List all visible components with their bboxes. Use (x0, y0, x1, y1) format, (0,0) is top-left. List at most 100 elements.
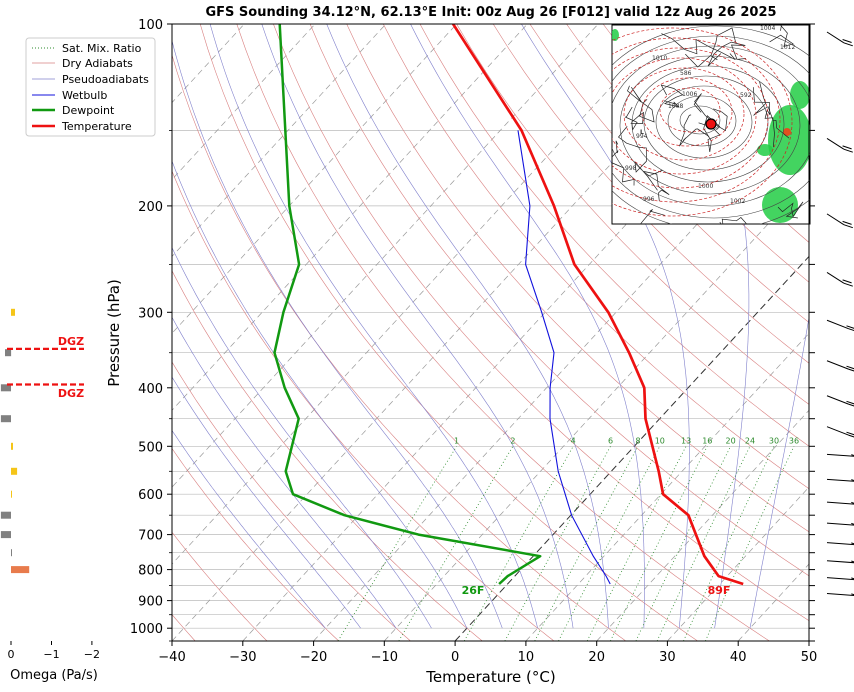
legend: Sat. Mix. Ratio Dry Adiabats Pseudoadiab… (25, 37, 156, 137)
isotherm (808, 640, 809, 641)
pseudoadiabat (749, 315, 809, 629)
map-border (719, 217, 749, 224)
map-height-contour (612, 27, 793, 217)
map-label: 586 (680, 70, 692, 77)
dry-adiabat (566, 24, 809, 283)
barb-flag (843, 224, 853, 229)
dry-adiabat (309, 24, 809, 577)
precip-area (790, 81, 810, 109)
x-tick-label: −40 (158, 650, 185, 665)
dry-adiabat (172, 447, 339, 641)
surface-temperature-label: 89F (708, 584, 731, 597)
map-isobar (612, 45, 810, 207)
wind-barb (826, 593, 854, 597)
precip-area (783, 128, 791, 136)
barb-staff (826, 360, 849, 370)
map-border (769, 25, 794, 48)
map-border (612, 140, 635, 186)
legend-item-pseudoadiabats: Pseudoadiabats (32, 73, 149, 86)
map-label: 1006 (682, 91, 697, 98)
wind-barb (826, 501, 854, 505)
x-tick-label: −30 (229, 650, 256, 665)
omega-bar (5, 349, 12, 357)
legend-label: Dry Adiabats (62, 57, 133, 70)
legend-item-dewpoint: Dewpoint (32, 104, 115, 117)
pseudoadiabat (209, 24, 538, 629)
mixing-ratio-line (463, 446, 574, 641)
wind-barbs (826, 31, 854, 597)
barb-staff (826, 395, 849, 405)
barb-staff (826, 577, 854, 581)
mixing-ratio-label: 2 (510, 436, 515, 445)
wind-barb (826, 319, 854, 332)
mixing-ratio-line (635, 446, 731, 641)
x-tick-label: −20 (300, 650, 327, 665)
map-border (679, 114, 710, 147)
location-marker (705, 118, 717, 130)
x-tick-label: 30 (659, 650, 676, 665)
omega-bar (11, 467, 18, 475)
map-label: 996 (643, 196, 655, 203)
y-tick-label: 1000 (130, 622, 163, 637)
surface-dewpoint-label: 26F (462, 584, 485, 597)
map-label: 1012 (780, 44, 795, 51)
barb-staff (826, 593, 854, 597)
dry-adiabat (383, 24, 809, 490)
map-label: 998 (625, 165, 637, 172)
barb-flag (851, 577, 854, 580)
legend-label: Pseudoadiabats (62, 73, 149, 86)
pseudoadiabat (172, 160, 468, 629)
barb-flag (843, 282, 853, 287)
barb-flag (851, 501, 854, 504)
y-tick-label: 500 (138, 440, 163, 455)
map-height-contour (612, 57, 757, 175)
dry-adiabat (172, 270, 483, 641)
legend-item-mixing-ratio: Sat. Mix. Ratio (32, 42, 142, 55)
map-label: 592 (740, 92, 752, 99)
map-border (643, 170, 670, 201)
dry-adiabat (199, 24, 698, 641)
omega-axis-label: Omega (Pa/s) (10, 668, 98, 683)
dry-adiabat (172, 170, 555, 641)
mixing-ratio-label: 1 (454, 436, 459, 445)
barb-flag (851, 522, 854, 525)
map-height-contour (612, 37, 781, 203)
wetbulb-line (517, 130, 611, 585)
map-border (685, 27, 736, 68)
map-label: 1000 (698, 183, 713, 190)
map-isobar (619, 55, 801, 195)
mixing-ratio-label: 24 (745, 436, 755, 445)
dry-adiabat (172, 53, 626, 641)
pseudoadiabat (172, 39, 503, 629)
legend-label: Temperature (61, 120, 132, 133)
wind-barb (826, 272, 853, 287)
y-tick-label: 200 (138, 200, 163, 215)
dry-adiabat (529, 24, 809, 323)
mixing-ratio-label: 6 (608, 436, 613, 445)
precip-area (762, 187, 798, 223)
barb-flag (843, 148, 853, 153)
omega-panel: 0 −1 −2 (0, 308, 100, 661)
dry-adiabat (419, 24, 809, 447)
map-border (660, 84, 684, 108)
map-label: 994 (636, 133, 648, 140)
wind-barb (826, 577, 854, 581)
precip-area (757, 144, 773, 156)
barb-flag (851, 454, 854, 457)
wind-barb (826, 426, 854, 438)
barb-flag (848, 434, 854, 438)
barb-flag (846, 400, 854, 405)
x-tick-label: 40 (730, 650, 747, 665)
x-tick-label: −10 (371, 650, 398, 665)
wind-barb (826, 478, 854, 482)
barb-flag (848, 328, 854, 332)
dgz-label-top: DGZ (58, 335, 84, 348)
map-height-contour (659, 87, 721, 133)
map-isobar (655, 85, 753, 159)
barb-staff (826, 426, 849, 436)
barb-staff (826, 478, 854, 482)
omega-tick-label: 0 (8, 648, 15, 661)
